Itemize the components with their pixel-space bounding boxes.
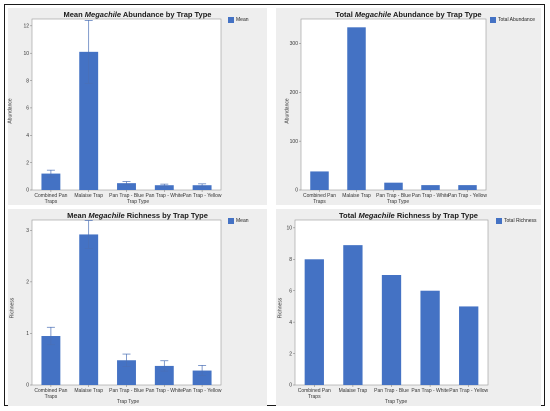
legend-label: Total Richness — [504, 218, 537, 224]
bar — [192, 185, 212, 190]
mean-richness-panel: Mean Megachile Richness by Trap Type Mea… — [8, 209, 267, 406]
x-axis-label: Trap Type — [126, 199, 150, 205]
chart-title: Total Megachile Abundance by Trap Type — [335, 10, 482, 19]
y-tick-label: 0 — [295, 188, 298, 194]
y-tick-label: 4 — [26, 133, 29, 139]
plot-background — [300, 18, 487, 191]
x-tick-label: Malaise Trap — [339, 388, 368, 394]
bar — [79, 234, 99, 385]
bar — [381, 275, 402, 385]
legend-label: Total Abundance — [498, 17, 535, 23]
x-tick-label: Malaise Trap — [74, 193, 103, 199]
x-tick-label: Pan Trap - Yellow — [183, 193, 222, 199]
legend-label: Mean — [236, 218, 249, 224]
y-tick-label: 0 — [26, 383, 29, 389]
bar — [421, 185, 440, 190]
x-tick-label: Traps — [45, 394, 58, 400]
legend-swatch — [228, 218, 234, 224]
legend-swatch — [490, 17, 496, 23]
x-tick-label: Pan Trap - White — [146, 388, 184, 394]
legend-swatch — [228, 17, 234, 23]
y-tick-label: 8 — [289, 257, 292, 263]
bar — [310, 171, 329, 190]
x-tick-label: Combined Pan — [303, 193, 336, 199]
x-tick-label: Malaise Trap — [342, 193, 371, 199]
y-tick-label: 2 — [26, 160, 29, 166]
y-tick-label: 1 — [26, 331, 29, 337]
y-tick-label: 300 — [290, 41, 299, 47]
bar — [458, 185, 477, 190]
y-tick-label: 2 — [289, 351, 292, 357]
x-tick-label: Pan Trap - White — [411, 388, 449, 394]
y-tick-label: 0 — [26, 188, 29, 194]
x-tick-label: Pan Trap - Yellow — [449, 388, 488, 394]
bar — [384, 182, 403, 190]
y-tick-label: 6 — [26, 106, 29, 112]
x-axis-label: Trap Type — [116, 399, 140, 405]
y-tick-label: 8 — [26, 78, 29, 84]
plot-background — [31, 18, 222, 191]
chart-title: Mean Megachile Abundance by Trap Type — [63, 10, 212, 19]
x-tick-label: Traps — [308, 394, 321, 400]
bar — [347, 27, 366, 191]
bar — [117, 360, 136, 385]
bar — [304, 259, 324, 385]
bar — [192, 370, 212, 385]
bar — [41, 336, 61, 385]
chart-legend: Total Richness — [496, 218, 537, 224]
x-tick-label: Combined Pan — [34, 193, 67, 199]
y-tick-label: 4 — [289, 320, 292, 326]
legend-label: Mean — [236, 17, 249, 23]
x-axis-label: Trap Type — [384, 399, 408, 405]
x-tick-label: Traps — [45, 199, 58, 205]
bar — [117, 183, 136, 190]
y-tick-label: 6 — [289, 288, 292, 294]
x-tick-label: Combined Pan — [298, 388, 331, 394]
chart-legend: Mean — [228, 17, 249, 23]
x-tick-label: Pan Trap - Blue — [374, 388, 409, 394]
x-tick-label: Pan Trap - Yellow — [183, 388, 222, 394]
y-tick-label: 10 — [286, 226, 292, 232]
chart-title: Mean Megachile Richness by Trap Type — [67, 211, 208, 220]
x-tick-label: Pan Trap - White — [412, 193, 450, 199]
x-axis-label: Trap Type — [386, 199, 410, 205]
bar — [41, 173, 61, 190]
chart-legend: Mean — [228, 218, 249, 224]
y-tick-label: 3 — [26, 228, 29, 234]
bar — [79, 51, 99, 190]
y-tick-label: 2 — [26, 280, 29, 286]
bar — [154, 185, 174, 190]
x-tick-label: Traps — [313, 199, 326, 205]
x-tick-label: Malaise Trap — [74, 388, 103, 394]
legend-swatch — [496, 218, 502, 224]
y-tick-label: 10 — [23, 51, 29, 57]
x-tick-label: Combined Pan — [34, 388, 67, 394]
x-tick-label: Pan Trap - Blue — [109, 193, 144, 199]
y-tick-label: 0 — [289, 383, 292, 389]
total-abundance-panel: Total Megachile Abundance by Trap Type T… — [276, 8, 541, 205]
mean-abundance-panel: Mean Megachile Abundance by Trap Type Me… — [8, 8, 267, 205]
total-richness-panel: Total Megachile Richness by Trap Type To… — [276, 209, 541, 406]
bar — [343, 245, 363, 385]
bar — [459, 306, 479, 385]
y-tick-label: 12 — [23, 24, 29, 30]
x-tick-label: Pan Trap - Yellow — [448, 193, 487, 199]
chart-legend: Total Abundance — [490, 17, 535, 23]
bar — [154, 365, 174, 385]
x-tick-label: Pan Trap - White — [146, 193, 184, 199]
x-tick-label: Pan Trap - Blue — [109, 388, 144, 394]
x-tick-label: Pan Trap - Blue — [376, 193, 411, 199]
chart-title: Total Megachile Richness by Trap Type — [339, 211, 478, 220]
y-tick-label: 100 — [290, 139, 299, 145]
y-tick-label: 200 — [290, 90, 299, 96]
bar — [420, 290, 440, 385]
